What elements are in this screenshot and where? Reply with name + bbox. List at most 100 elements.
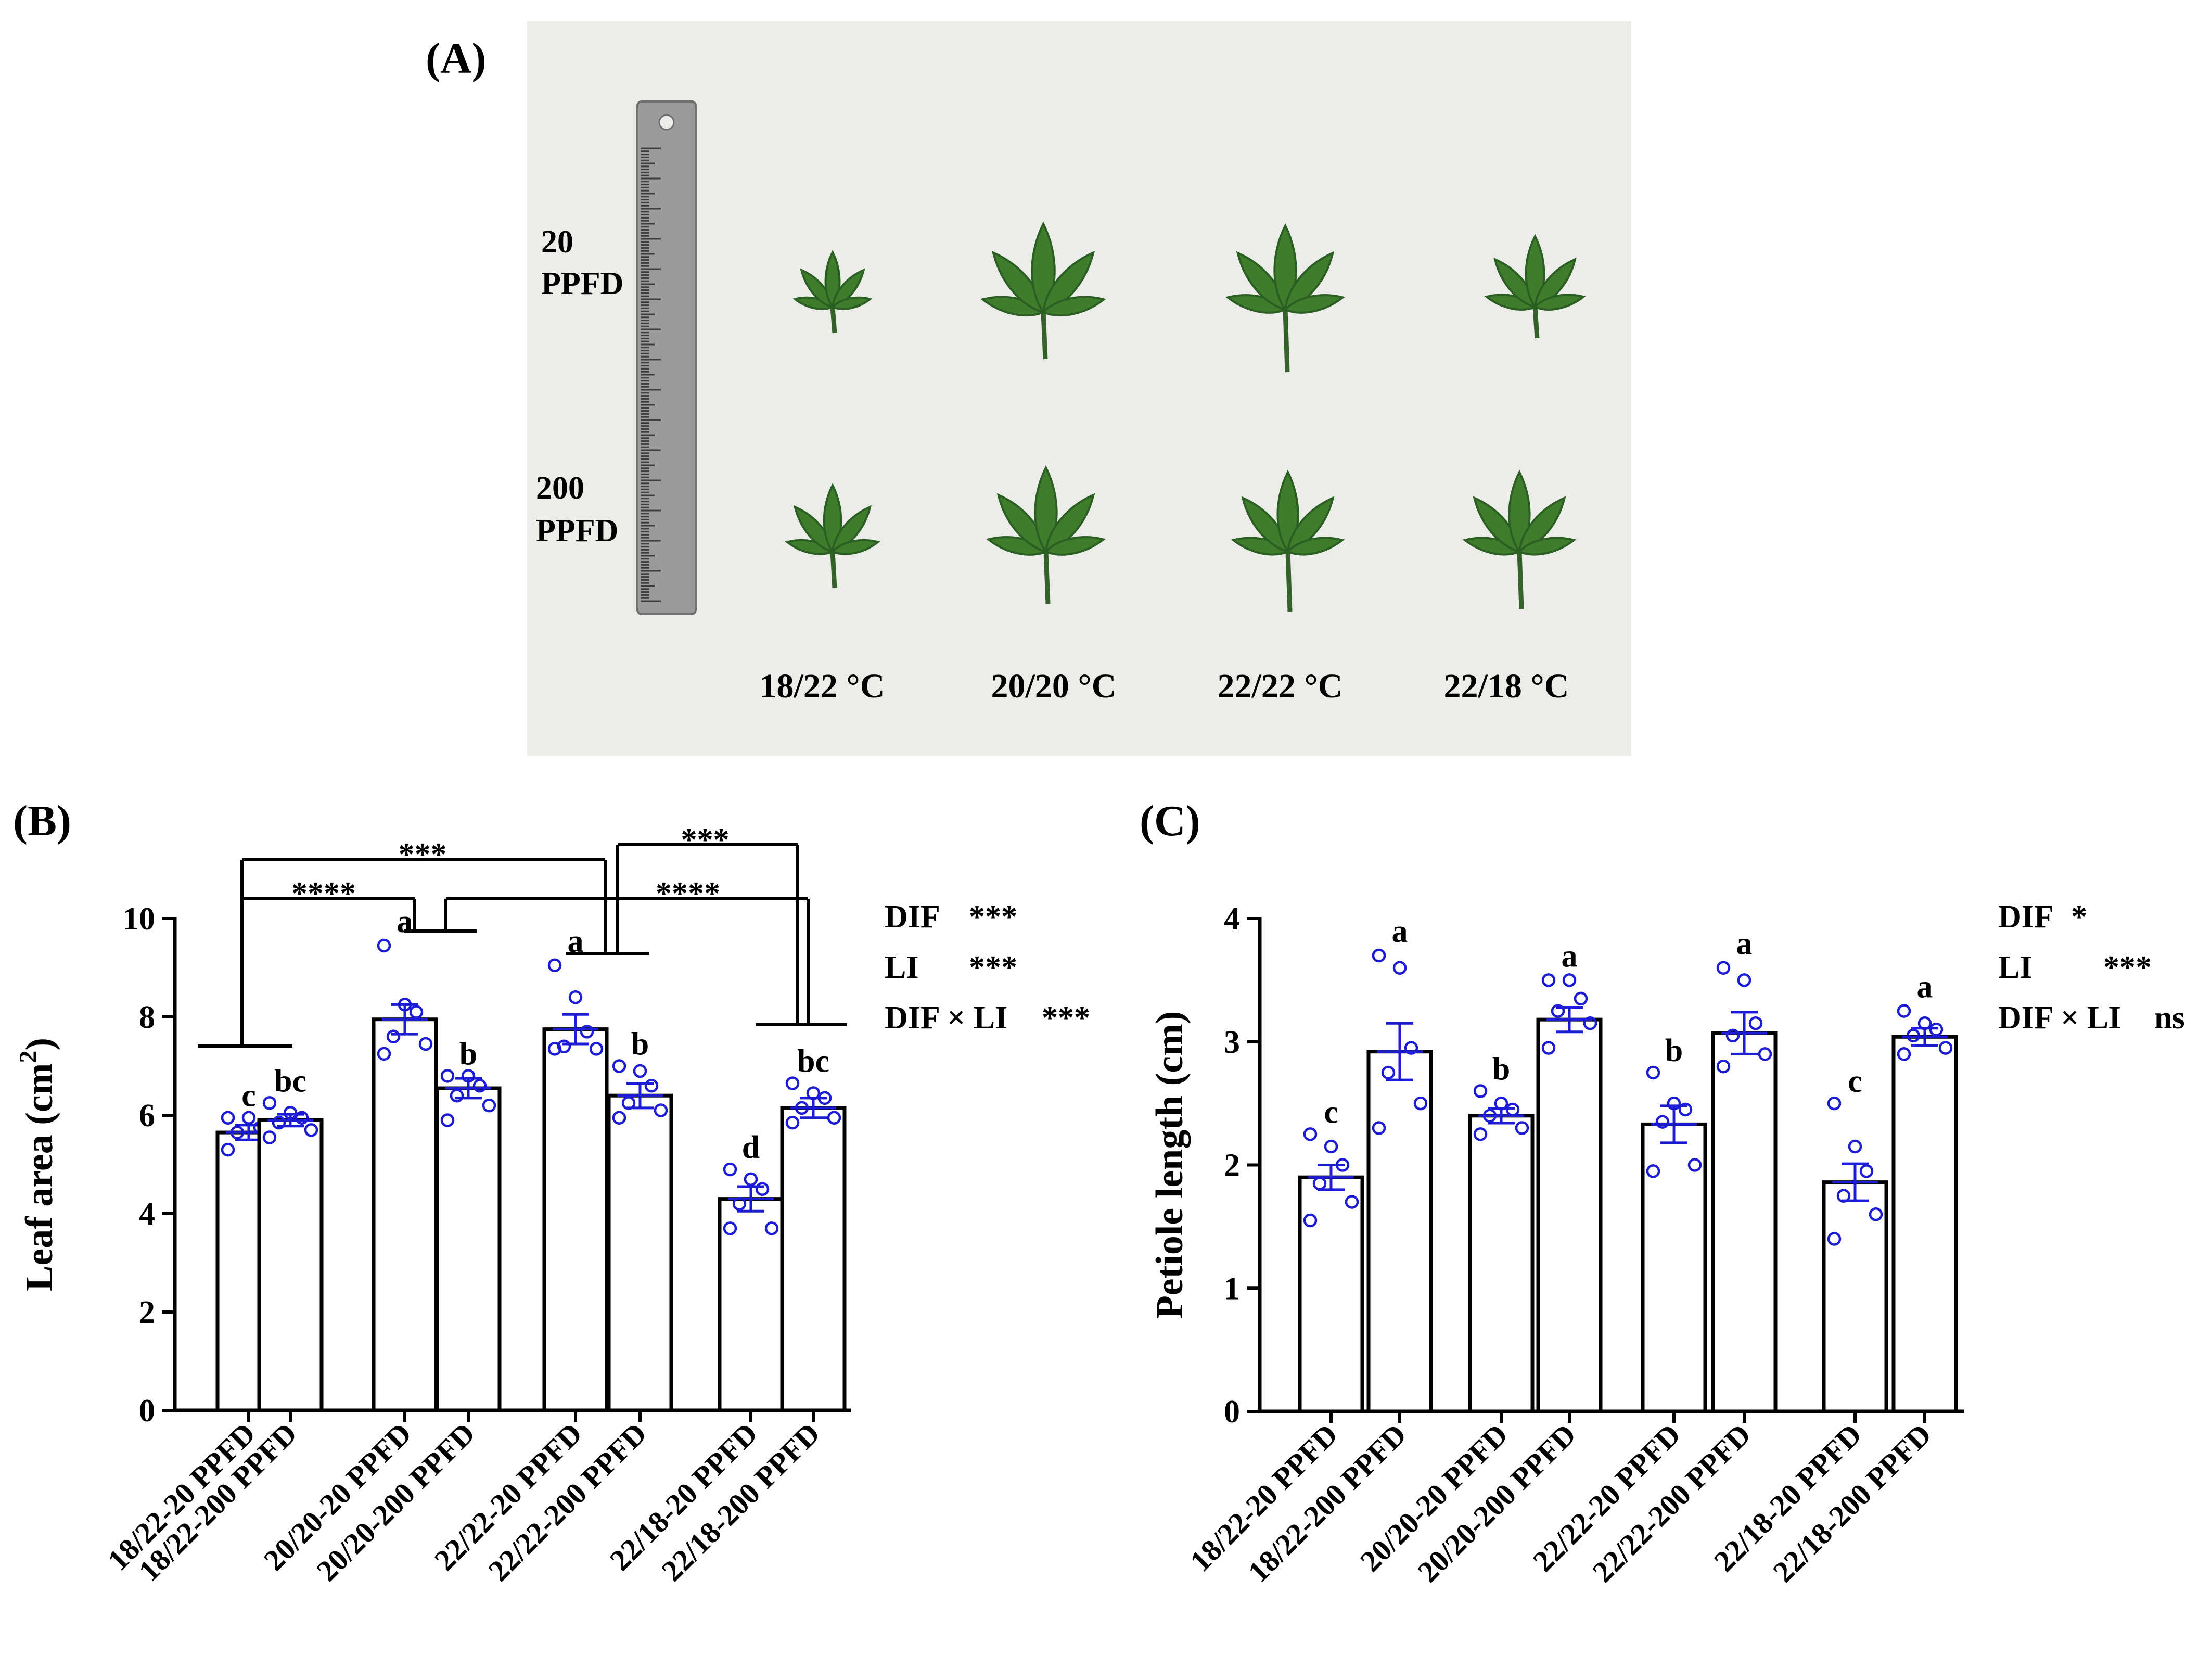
data-point <box>1938 1041 1953 1055</box>
bar <box>257 1118 324 1412</box>
data-point <box>1897 1004 1911 1018</box>
data-point <box>723 1221 737 1235</box>
bar <box>1468 1114 1535 1413</box>
data-point <box>1303 1127 1318 1141</box>
data-point <box>221 1111 235 1125</box>
data-point <box>806 1086 821 1100</box>
data-point <box>1929 1022 1944 1037</box>
data-point <box>1515 1121 1529 1135</box>
data-point <box>1827 1232 1842 1246</box>
data-point <box>1541 1041 1556 1055</box>
data-point <box>764 1221 779 1235</box>
y-axis-label: Petiole length (cm) <box>1148 1011 1191 1319</box>
data-point <box>1541 973 1556 987</box>
leaf <box>986 465 1106 604</box>
petiole <box>830 551 837 589</box>
y-tick-label: 4 <box>1224 901 1240 937</box>
data-point <box>612 1111 626 1125</box>
data-point <box>557 1039 571 1053</box>
data-point <box>377 938 391 953</box>
data-point <box>1897 1047 1911 1061</box>
anova-factor: DIF × LI <box>885 1000 1007 1036</box>
leaf-specimens <box>785 221 1586 612</box>
data-point <box>1574 991 1588 1006</box>
data-point <box>221 1142 235 1157</box>
anova-significance: *** <box>969 899 1017 935</box>
anova-significance: *** <box>1042 1000 1090 1036</box>
bar <box>1891 1035 1958 1413</box>
significance-letter: c <box>1848 1064 1862 1099</box>
y-tick-label: 4 <box>139 1196 155 1232</box>
y-tick-label: 8 <box>139 1000 155 1035</box>
temp-label-18-22: 18/22 °C <box>760 667 885 705</box>
data-point <box>1716 961 1731 975</box>
data-point <box>1646 1164 1660 1178</box>
data-point <box>1494 1096 1508 1111</box>
petiole <box>830 307 837 334</box>
leaf <box>785 483 880 589</box>
data-point <box>785 1115 800 1130</box>
petiole <box>1043 551 1051 604</box>
y-tick-label: 6 <box>139 1098 155 1133</box>
temp-label-20-20: 20/20 °C <box>991 667 1117 705</box>
data-point <box>1372 948 1386 963</box>
data-point <box>1687 1158 1702 1172</box>
data-point <box>547 1042 562 1056</box>
leaf <box>1231 469 1345 612</box>
data-point <box>461 1069 476 1083</box>
data-point <box>1737 973 1751 987</box>
comparison-significance: **** <box>656 876 720 911</box>
data-point <box>440 1069 455 1083</box>
temp-label-22-22: 22/22 °C <box>1218 667 1343 705</box>
data-point <box>1667 1096 1681 1111</box>
data-point <box>1562 973 1577 987</box>
anova-significance: * <box>2071 899 2087 935</box>
significance-letter: b <box>1492 1051 1510 1087</box>
data-point <box>262 1096 277 1110</box>
comparison-significance: *** <box>681 822 730 858</box>
significance-letter: a <box>1562 938 1578 974</box>
leaf <box>1462 469 1577 609</box>
y-tick-label: 3 <box>1224 1025 1240 1060</box>
data-point <box>283 1106 298 1120</box>
bar <box>1536 1017 1603 1413</box>
y-axis-label: Leaf area (cm2) <box>15 1038 61 1291</box>
data-point <box>262 1130 277 1144</box>
data-point <box>589 1042 604 1056</box>
data-point <box>1655 1115 1670 1129</box>
data-point <box>1917 1016 1932 1030</box>
panel-a-photo: 20 PPFD 200 PPFD 18/22 °C 20/20 °C 22/22… <box>527 21 1631 756</box>
significance-letter: a <box>1736 926 1753 962</box>
panel-b-label: (B) <box>13 797 71 845</box>
bar <box>435 1086 502 1412</box>
data-point <box>1583 1016 1597 1030</box>
data-point <box>644 1079 659 1093</box>
significance-letter: b <box>1665 1033 1683 1068</box>
significance-letter: a <box>1392 914 1408 949</box>
data-point <box>241 1111 256 1125</box>
data-point <box>1848 1139 1862 1154</box>
significance-letter: a <box>397 904 413 939</box>
data-point <box>1869 1207 1883 1221</box>
y-axis-label-text: Leaf area (cm <box>18 1063 61 1291</box>
row-label-200: 200 <box>536 470 584 506</box>
petiole <box>1285 551 1293 612</box>
data-point <box>1392 961 1407 975</box>
data-point <box>612 1059 626 1073</box>
anova-significance: *** <box>2103 950 2152 985</box>
bar <box>1641 1122 1707 1413</box>
data-point <box>785 1076 800 1090</box>
petiole <box>1283 309 1290 373</box>
leaflet <box>830 539 880 555</box>
leaflet <box>1517 537 1577 556</box>
y-tick-label: 2 <box>1224 1148 1240 1183</box>
y-axis-label-close: ) <box>18 1038 61 1051</box>
bar <box>1366 1050 1433 1413</box>
anova-significance: ns <box>2154 1000 2185 1036</box>
petiole <box>1517 551 1524 609</box>
data-point <box>1404 1041 1418 1055</box>
significance-letter: c <box>241 1078 256 1114</box>
data-point <box>398 998 412 1012</box>
significance-letter: d <box>742 1130 760 1165</box>
